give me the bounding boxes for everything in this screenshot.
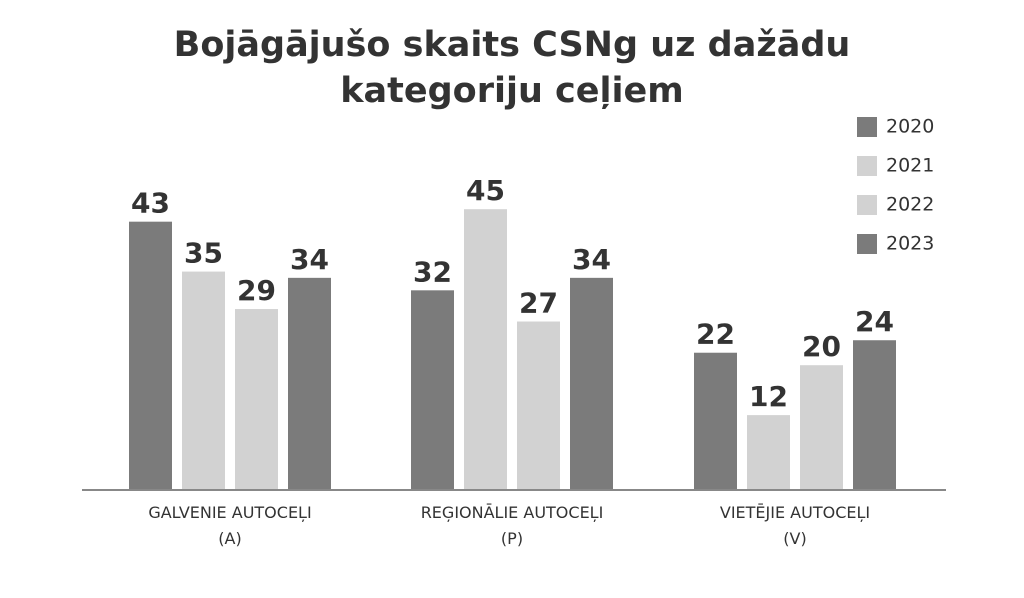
bar	[235, 309, 278, 490]
value-label: 34	[572, 243, 611, 276]
value-label: 24	[855, 305, 894, 338]
x-tick-label: GALVENIE AUTOCEĻI (A)	[148, 503, 312, 548]
value-label: 35	[184, 237, 223, 270]
bar	[464, 209, 507, 490]
value-label: 45	[466, 174, 505, 207]
chart-title: Bojāgājušo skaits CSNg uz dažādu kategor…	[173, 25, 851, 111]
bar	[129, 221, 172, 490]
value-label: 32	[413, 255, 452, 288]
legend-swatch	[857, 156, 877, 176]
legend-swatch	[857, 117, 877, 137]
legend-swatch	[857, 195, 877, 215]
bar	[800, 365, 843, 490]
value-label: 34	[290, 243, 329, 276]
bar	[747, 415, 790, 490]
bar	[570, 277, 613, 490]
value-label: 27	[519, 287, 558, 320]
legend-label: 2022	[886, 194, 934, 216]
value-label: 20	[802, 330, 841, 363]
x-tick-label: VIETĒJIE AUTOCEĻI (V)	[719, 503, 871, 548]
x-tick-label: REĢIONĀLIE AUTOCEĻI (P)	[420, 503, 604, 548]
bar	[411, 290, 454, 490]
bar	[517, 321, 560, 490]
value-label: 43	[131, 187, 170, 220]
legend-label: 2020	[886, 116, 934, 138]
bar	[694, 352, 737, 490]
legend-label: 2021	[886, 155, 934, 177]
bar	[288, 277, 331, 490]
value-label: 12	[749, 380, 788, 413]
bar	[853, 340, 896, 490]
value-label: 22	[696, 318, 735, 351]
value-label: 29	[237, 274, 276, 307]
legend-swatch	[857, 234, 877, 254]
bar	[182, 271, 225, 490]
legend-label: 2023	[886, 233, 934, 255]
